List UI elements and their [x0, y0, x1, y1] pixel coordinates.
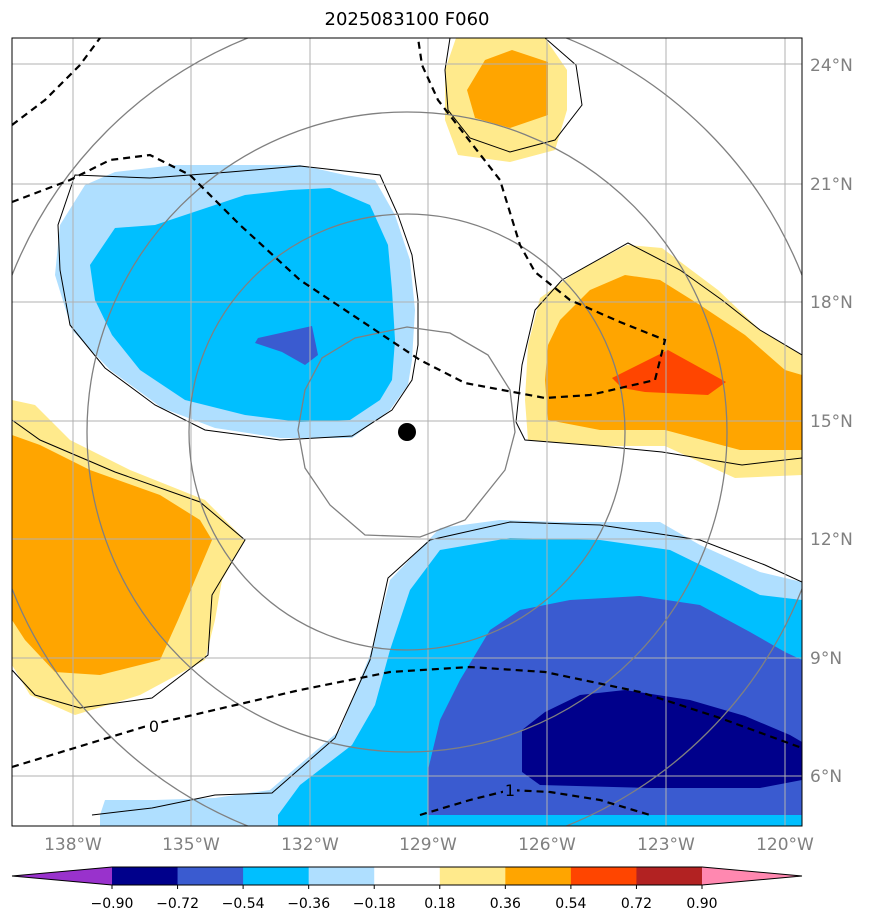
plot-frame	[11, 37, 803, 827]
lat-label-9n: 9°N	[810, 649, 842, 669]
lon-label-135w: 135°W	[162, 835, 220, 855]
map-title: 2025083100 F060	[324, 9, 490, 30]
lon-label-120w: 120°W	[756, 835, 814, 855]
thin-contour-lines	[12, 38, 802, 816]
colorbar-tick-label: −0.90	[91, 896, 134, 912]
map-plot-area: 0 1	[12, 38, 802, 826]
colorbar-tick-label: −0.54	[222, 896, 265, 912]
colorbar-tick-label: 0.36	[490, 896, 521, 912]
colorbar-tick-label: 0.72	[621, 896, 652, 912]
contour-label-0-bg	[145, 715, 161, 735]
lon-label-132w: 132°W	[281, 835, 339, 855]
colorbar-segment	[505, 867, 572, 885]
colorbar-extend-high	[702, 867, 802, 885]
negative-anomaly-south-max	[522, 690, 802, 788]
contour-label-1: 1	[505, 781, 515, 800]
lat-label-21n: 21°N	[810, 175, 853, 195]
longitude-labels: 138°W 135°W 132°W 129°W 126°W 123°W 120°…	[44, 835, 814, 855]
colorbar-tick-label: 0.90	[686, 896, 717, 912]
colorbar-extend-low	[12, 867, 112, 885]
range-rings	[12, 38, 802, 826]
colorbar-segment	[636, 867, 703, 885]
colorbar-segment	[243, 867, 310, 885]
lat-label-12n: 12°N	[810, 530, 853, 550]
storm-center-marker	[398, 423, 416, 441]
colorbar-segment	[439, 867, 506, 885]
positive-anomaly-east-max	[612, 350, 726, 395]
colorbar-segment	[112, 867, 179, 885]
range-ring-outer	[86, 111, 728, 753]
lat-label-24n: 24°N	[810, 56, 853, 76]
negative-anomaly-northwest-max	[255, 326, 318, 365]
colorbar-tick-label: 0.18	[424, 896, 455, 912]
lon-label-123w: 123°W	[637, 835, 695, 855]
lon-label-129w: 129°W	[399, 835, 457, 855]
contour-label-1-bg	[503, 780, 517, 800]
colorbar-segment	[374, 867, 441, 885]
dashed-contour-lines	[12, 38, 802, 817]
contour-label-0: 0	[149, 717, 159, 736]
colorbar-tick-label: 0.54	[555, 896, 586, 912]
contour-labels: 0 1	[145, 715, 517, 800]
colorbar-tick-label: −0.36	[287, 896, 330, 912]
lat-label-15n: 15°N	[810, 412, 853, 432]
positive-anomaly-north-core	[467, 50, 548, 128]
lon-label-138w: 138°W	[44, 835, 102, 855]
lat-label-6n: 6°N	[810, 767, 842, 787]
lon-label-126w: 126°W	[518, 835, 576, 855]
latitude-labels: 24°N 21°N 18°N 15°N 12°N 9°N 6°N	[810, 56, 853, 787]
colorbar-segment	[570, 867, 637, 885]
range-ring-inner	[297, 326, 516, 538]
range-ring-middle	[188, 213, 626, 651]
colorbar-segment	[308, 867, 375, 885]
colorbar-tick-label: −0.72	[156, 896, 199, 912]
colorbar-tick-label: −0.18	[353, 896, 396, 912]
colorbar: −0.90 −0.72 −0.54 −0.36 −0.18 0.18 0.36 0.54 0.7…	[11, 866, 803, 912]
lat-label-18n: 18°N	[810, 293, 853, 313]
colorbar-segment	[177, 867, 244, 885]
